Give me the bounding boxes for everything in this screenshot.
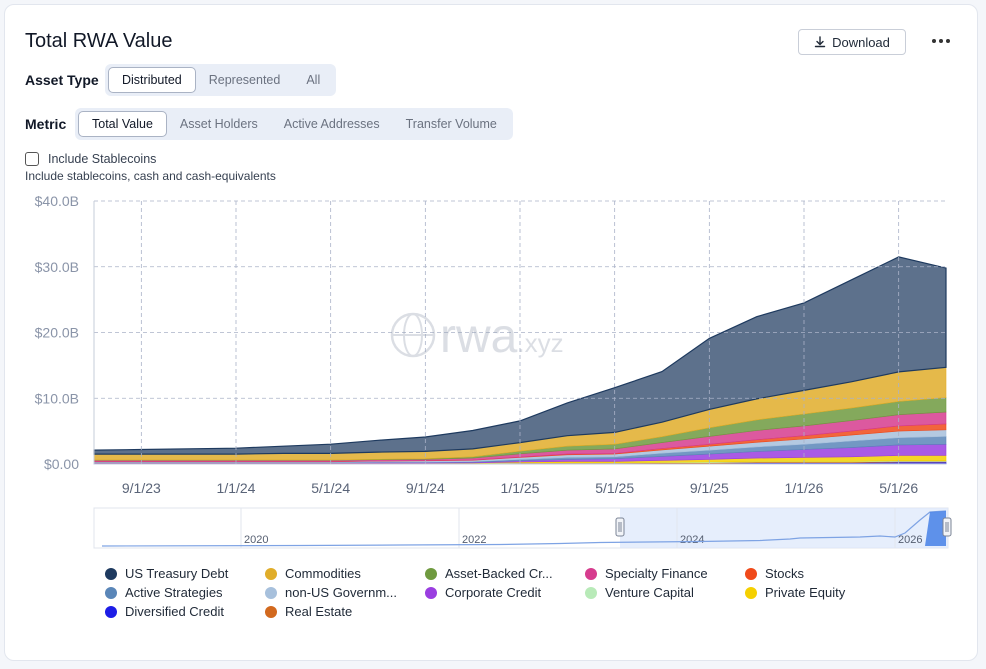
- y-tick-label: $0.00: [44, 456, 79, 472]
- legend-item-venture-capital[interactable]: Venture Capital: [585, 585, 745, 600]
- legend-item-specialty-finance[interactable]: Specialty Finance: [585, 566, 745, 581]
- legend-item-asset-backed-credit[interactable]: Asset-Backed Cr...: [425, 566, 585, 581]
- legend-item-commodities[interactable]: Commodities: [265, 566, 425, 581]
- metric-label: Metric: [25, 116, 67, 132]
- navigator-year-label: 2026: [898, 534, 922, 546]
- asset-type-label: Asset Type: [25, 72, 99, 88]
- include-stablecoins-description: Include stablecoins, cash and cash-equiv…: [25, 169, 276, 183]
- x-tick-label: 1/1/24: [217, 480, 256, 496]
- include-stablecoins-label: Include Stablecoins: [48, 152, 157, 166]
- navigator-year-label: 2022: [462, 534, 486, 546]
- legend-item-diversified-credit[interactable]: Diversified Credit: [105, 604, 265, 619]
- y-tick-label: $40.0B: [35, 193, 79, 209]
- navigator-year-label: 2024: [680, 534, 704, 546]
- asset-type-toggle: Distributed Represented All: [105, 64, 337, 96]
- watermark-globe-icon: [390, 312, 436, 358]
- legend-item-real-estate[interactable]: Real Estate: [265, 604, 425, 619]
- watermark-globe-meridian: [403, 313, 423, 357]
- download-label: Download: [832, 34, 890, 50]
- metric-option-asset-holders[interactable]: Asset Holders: [179, 117, 258, 131]
- legend-item-corporate-credit[interactable]: Corporate Credit: [425, 585, 585, 600]
- legend-item-us-treasury-debt[interactable]: US Treasury Debt: [105, 566, 265, 581]
- more-options-button[interactable]: [929, 32, 953, 50]
- y-tick-label: $10.0B: [35, 390, 79, 406]
- x-tick-label: 1/1/26: [785, 480, 824, 496]
- asset-type-option-distributed[interactable]: Distributed: [108, 67, 196, 93]
- navigator-recent-fill: [925, 511, 946, 546]
- legend-item-private-equity[interactable]: Private Equity: [745, 585, 865, 600]
- asset-type-option-represented[interactable]: Represented: [208, 73, 281, 87]
- x-tick-label: 1/1/25: [501, 480, 540, 496]
- page-title: Total RWA Value: [25, 30, 173, 52]
- watermark-text: rwa.xyz: [440, 310, 564, 363]
- metric-option-transfer-volume[interactable]: Transfer Volume: [405, 117, 497, 131]
- x-tick-label: 5/1/24: [311, 480, 350, 496]
- metric-toggle: Total Value Asset Holders Active Address…: [75, 108, 513, 140]
- download-button[interactable]: Download: [798, 29, 906, 55]
- navigator-series-line: [101, 510, 947, 547]
- legend-item-stocks[interactable]: Stocks: [745, 566, 865, 581]
- x-tick-label: 9/1/24: [406, 480, 445, 496]
- area-layers: [93, 256, 947, 465]
- x-tick-label: 5/1/26: [879, 480, 918, 496]
- metric-option-active-addresses[interactable]: Active Addresses: [283, 117, 380, 131]
- y-tick-label: $20.0B: [35, 325, 79, 341]
- include-stablecoins-checkbox[interactable]: [25, 152, 39, 166]
- metric-option-total-value[interactable]: Total Value: [78, 111, 167, 137]
- navigator-handle-left[interactable]: [615, 517, 625, 537]
- navigator-year-label: 2020: [244, 534, 268, 546]
- legend-item-active-strategies[interactable]: Active Strategies: [105, 585, 265, 600]
- x-tick-label: 9/1/25: [690, 480, 729, 496]
- area-us-treasury-debt: [93, 256, 947, 455]
- watermark: rwa.xyz: [390, 310, 564, 363]
- download-icon: [814, 36, 826, 48]
- more-dots-icon: [932, 39, 950, 43]
- y-tick-label: $30.0B: [35, 259, 79, 275]
- legend-item-non-us-government-debt[interactable]: non-US Governm...: [265, 585, 425, 600]
- asset-type-option-all[interactable]: All: [306, 73, 321, 87]
- x-tick-label: 5/1/25: [595, 480, 634, 496]
- chart-legend: US Treasury Debt Commodities Asset-Backe…: [105, 566, 865, 619]
- x-tick-label: 9/1/23: [122, 480, 161, 496]
- navigator-handle-right[interactable]: [942, 517, 952, 537]
